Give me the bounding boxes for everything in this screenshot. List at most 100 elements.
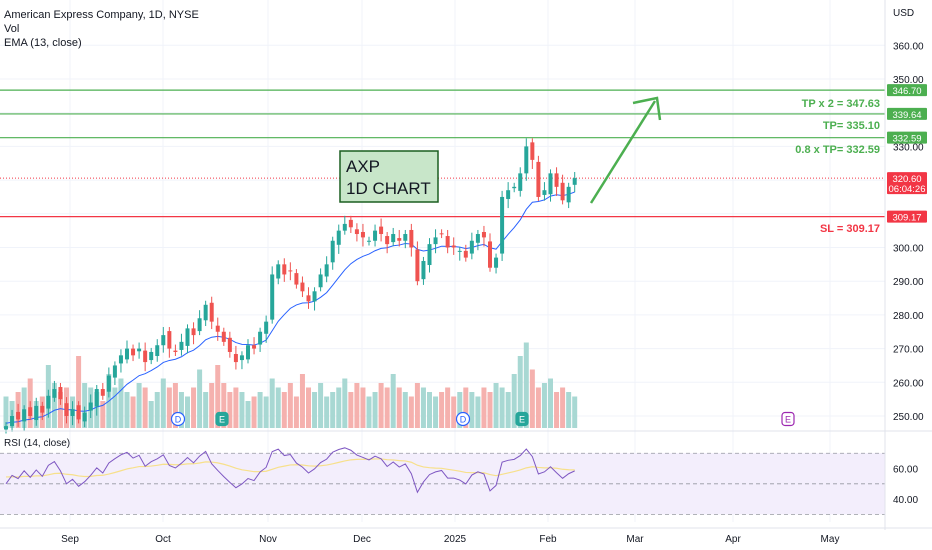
volume-bar xyxy=(511,374,517,428)
price-tick-label: 350.00 xyxy=(893,75,924,86)
volume-bar xyxy=(275,387,281,428)
candle-body xyxy=(409,229,414,248)
candle-body xyxy=(421,260,426,280)
volume-bar xyxy=(51,383,57,428)
dividend-marker-label: D xyxy=(175,415,182,425)
symbol-title[interactable]: American Express Company, 1D, NYSE xyxy=(4,9,199,21)
price-tag-label: 332.59 xyxy=(892,134,921,145)
ema-legend[interactable]: EMA (13, close) xyxy=(4,37,82,49)
volume-bar xyxy=(299,374,305,428)
price-tick-label: 270.00 xyxy=(893,345,924,356)
annotation-line-1: AXP xyxy=(346,157,380,176)
candle-body xyxy=(70,409,75,416)
volume-bar xyxy=(408,396,414,428)
rsi-legend[interactable]: RSI (14, close) xyxy=(4,438,71,449)
time-tick-label: 2025 xyxy=(444,534,467,545)
volume-bar xyxy=(130,396,136,428)
volume-bar xyxy=(535,387,541,428)
volume-bar xyxy=(505,392,511,428)
candle-body xyxy=(451,245,456,248)
candle-body xyxy=(131,348,136,356)
level-label: 0.8 x TP= 332.59 xyxy=(795,144,880,156)
candle-body xyxy=(506,190,511,199)
candle-body xyxy=(270,274,275,320)
candle-body xyxy=(221,331,226,342)
candle-body xyxy=(500,196,505,254)
volume-bar xyxy=(529,369,535,428)
dividend-marker-label: D xyxy=(460,415,467,425)
volume-bar xyxy=(457,392,463,428)
candle-body xyxy=(28,407,33,416)
candle-body xyxy=(512,186,517,189)
volume-bar xyxy=(390,374,396,428)
candle-body xyxy=(373,230,378,241)
volume-bar xyxy=(312,392,318,428)
volume-bar xyxy=(257,392,263,428)
candle-body xyxy=(191,328,196,336)
countdown-label: 06:04:26 xyxy=(889,184,926,195)
currency-label[interactable]: USD xyxy=(893,8,915,19)
volume-bar xyxy=(76,356,82,428)
volume-bar xyxy=(372,392,378,428)
volume-bar xyxy=(82,383,88,428)
candle-body xyxy=(318,274,323,288)
price-tag-label: 339.64 xyxy=(892,110,921,121)
volume-bar xyxy=(293,396,299,428)
volume-bar xyxy=(3,396,9,428)
price-tag-label: 346.70 xyxy=(892,86,921,97)
candle-body xyxy=(215,325,220,332)
annotation-box xyxy=(339,150,439,203)
time-tick-label: Nov xyxy=(259,534,277,545)
volume-bar xyxy=(360,387,366,428)
candle-body xyxy=(397,238,402,241)
volume-bar xyxy=(100,401,106,428)
candle-body xyxy=(40,405,45,413)
candle-body xyxy=(494,257,499,268)
candle-body xyxy=(34,405,39,421)
volume-bar xyxy=(439,392,445,428)
volume-bar xyxy=(227,392,233,428)
volume-bar xyxy=(251,396,257,428)
volume-bar xyxy=(118,378,124,428)
candle-body xyxy=(324,264,329,277)
candle-body xyxy=(433,237,438,245)
volume-bar xyxy=(166,387,172,428)
candle-body xyxy=(536,161,541,197)
candle-body xyxy=(197,318,202,332)
annotation-layer: AXP 1D CHART xyxy=(339,96,662,204)
ema-layer xyxy=(5,191,575,424)
dividend-marker xyxy=(455,411,471,427)
level-label: SL = 309.17 xyxy=(820,223,880,235)
candle-body xyxy=(10,416,15,427)
volume-bar xyxy=(185,396,190,428)
grid-layer xyxy=(0,0,885,522)
time-tick-label: Oct xyxy=(155,534,171,545)
volume-bar xyxy=(318,383,324,428)
candle-body xyxy=(457,250,462,252)
volume-bar xyxy=(239,392,245,428)
level-label: TP= 335.10 xyxy=(823,120,880,132)
target-arrow-head xyxy=(632,96,662,121)
candle-body xyxy=(252,345,257,349)
candle-body xyxy=(233,353,238,363)
earnings-marker-label: E xyxy=(785,415,791,425)
volume-bar xyxy=(57,392,63,428)
candle-body xyxy=(155,345,160,357)
earnings-marker xyxy=(781,411,795,427)
price-tick-label: 260.00 xyxy=(893,378,924,389)
price-tick-label: 290.00 xyxy=(893,277,924,288)
candle-body xyxy=(348,219,353,228)
candle-body xyxy=(488,241,492,268)
candle-body xyxy=(312,291,317,302)
candle-body xyxy=(4,426,8,430)
annotation-line-2: 1D CHART xyxy=(346,179,431,198)
candle-body xyxy=(475,234,480,243)
candle-body xyxy=(391,234,396,243)
volume-bar xyxy=(342,378,348,428)
volume-bar xyxy=(154,392,160,428)
candle-body xyxy=(306,295,311,302)
volume-bar xyxy=(281,392,287,428)
vol-legend[interactable]: Vol xyxy=(4,23,20,35)
